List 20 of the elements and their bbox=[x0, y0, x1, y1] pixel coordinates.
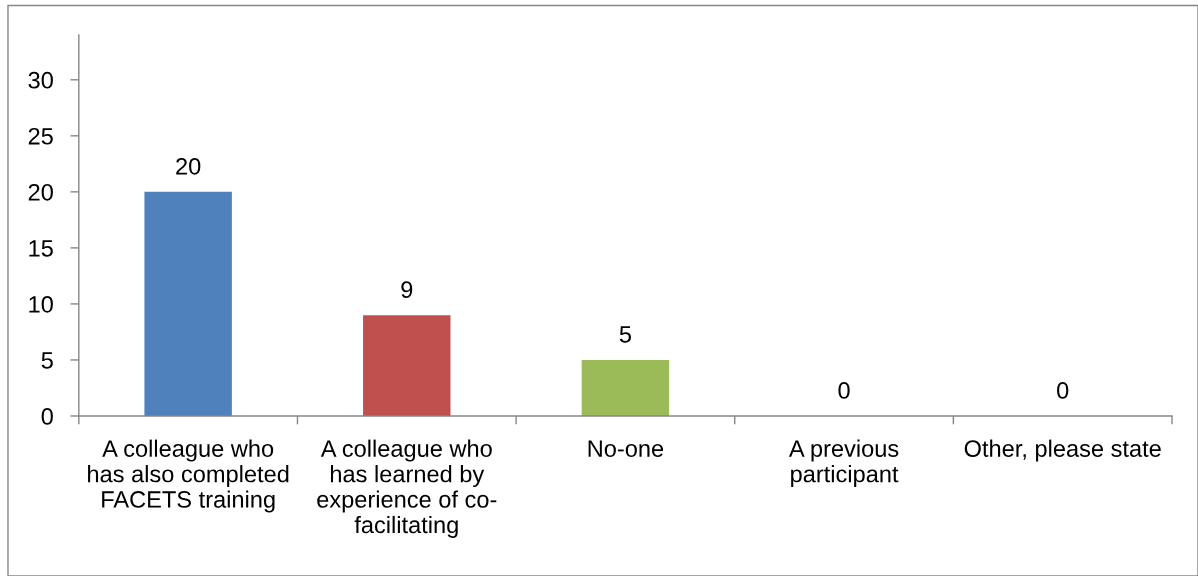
bar bbox=[144, 191, 232, 416]
y-tick-label: 30 bbox=[28, 71, 53, 89]
data-label: 9 bbox=[401, 281, 413, 298]
y-tick-label: 15 bbox=[29, 240, 53, 257]
bar bbox=[581, 359, 670, 416]
x-tick-label: A colleague who has also completed FACETS training bbox=[88, 439, 289, 513]
data-label: 0 bbox=[838, 382, 850, 399]
data-label: 0 bbox=[1057, 382, 1069, 399]
x-tick-label: A colleague who has learned by experience of co-facilitating bbox=[317, 439, 497, 538]
data-label: 20 bbox=[176, 157, 201, 175]
y-tick-label: 0 bbox=[41, 408, 53, 425]
y-tick-label: 25 bbox=[28, 127, 53, 145]
data-label: 5 bbox=[619, 326, 631, 343]
y-tick-label: 5 bbox=[41, 352, 53, 369]
bar bbox=[363, 315, 451, 416]
x-tick-label: Other, please state bbox=[964, 439, 1161, 462]
y-tick-label: 20 bbox=[28, 183, 53, 201]
x-tick-label: A previous participant bbox=[788, 439, 899, 488]
y-tick-label: 10 bbox=[29, 295, 53, 313]
x-tick-label: No-one bbox=[588, 440, 664, 457]
